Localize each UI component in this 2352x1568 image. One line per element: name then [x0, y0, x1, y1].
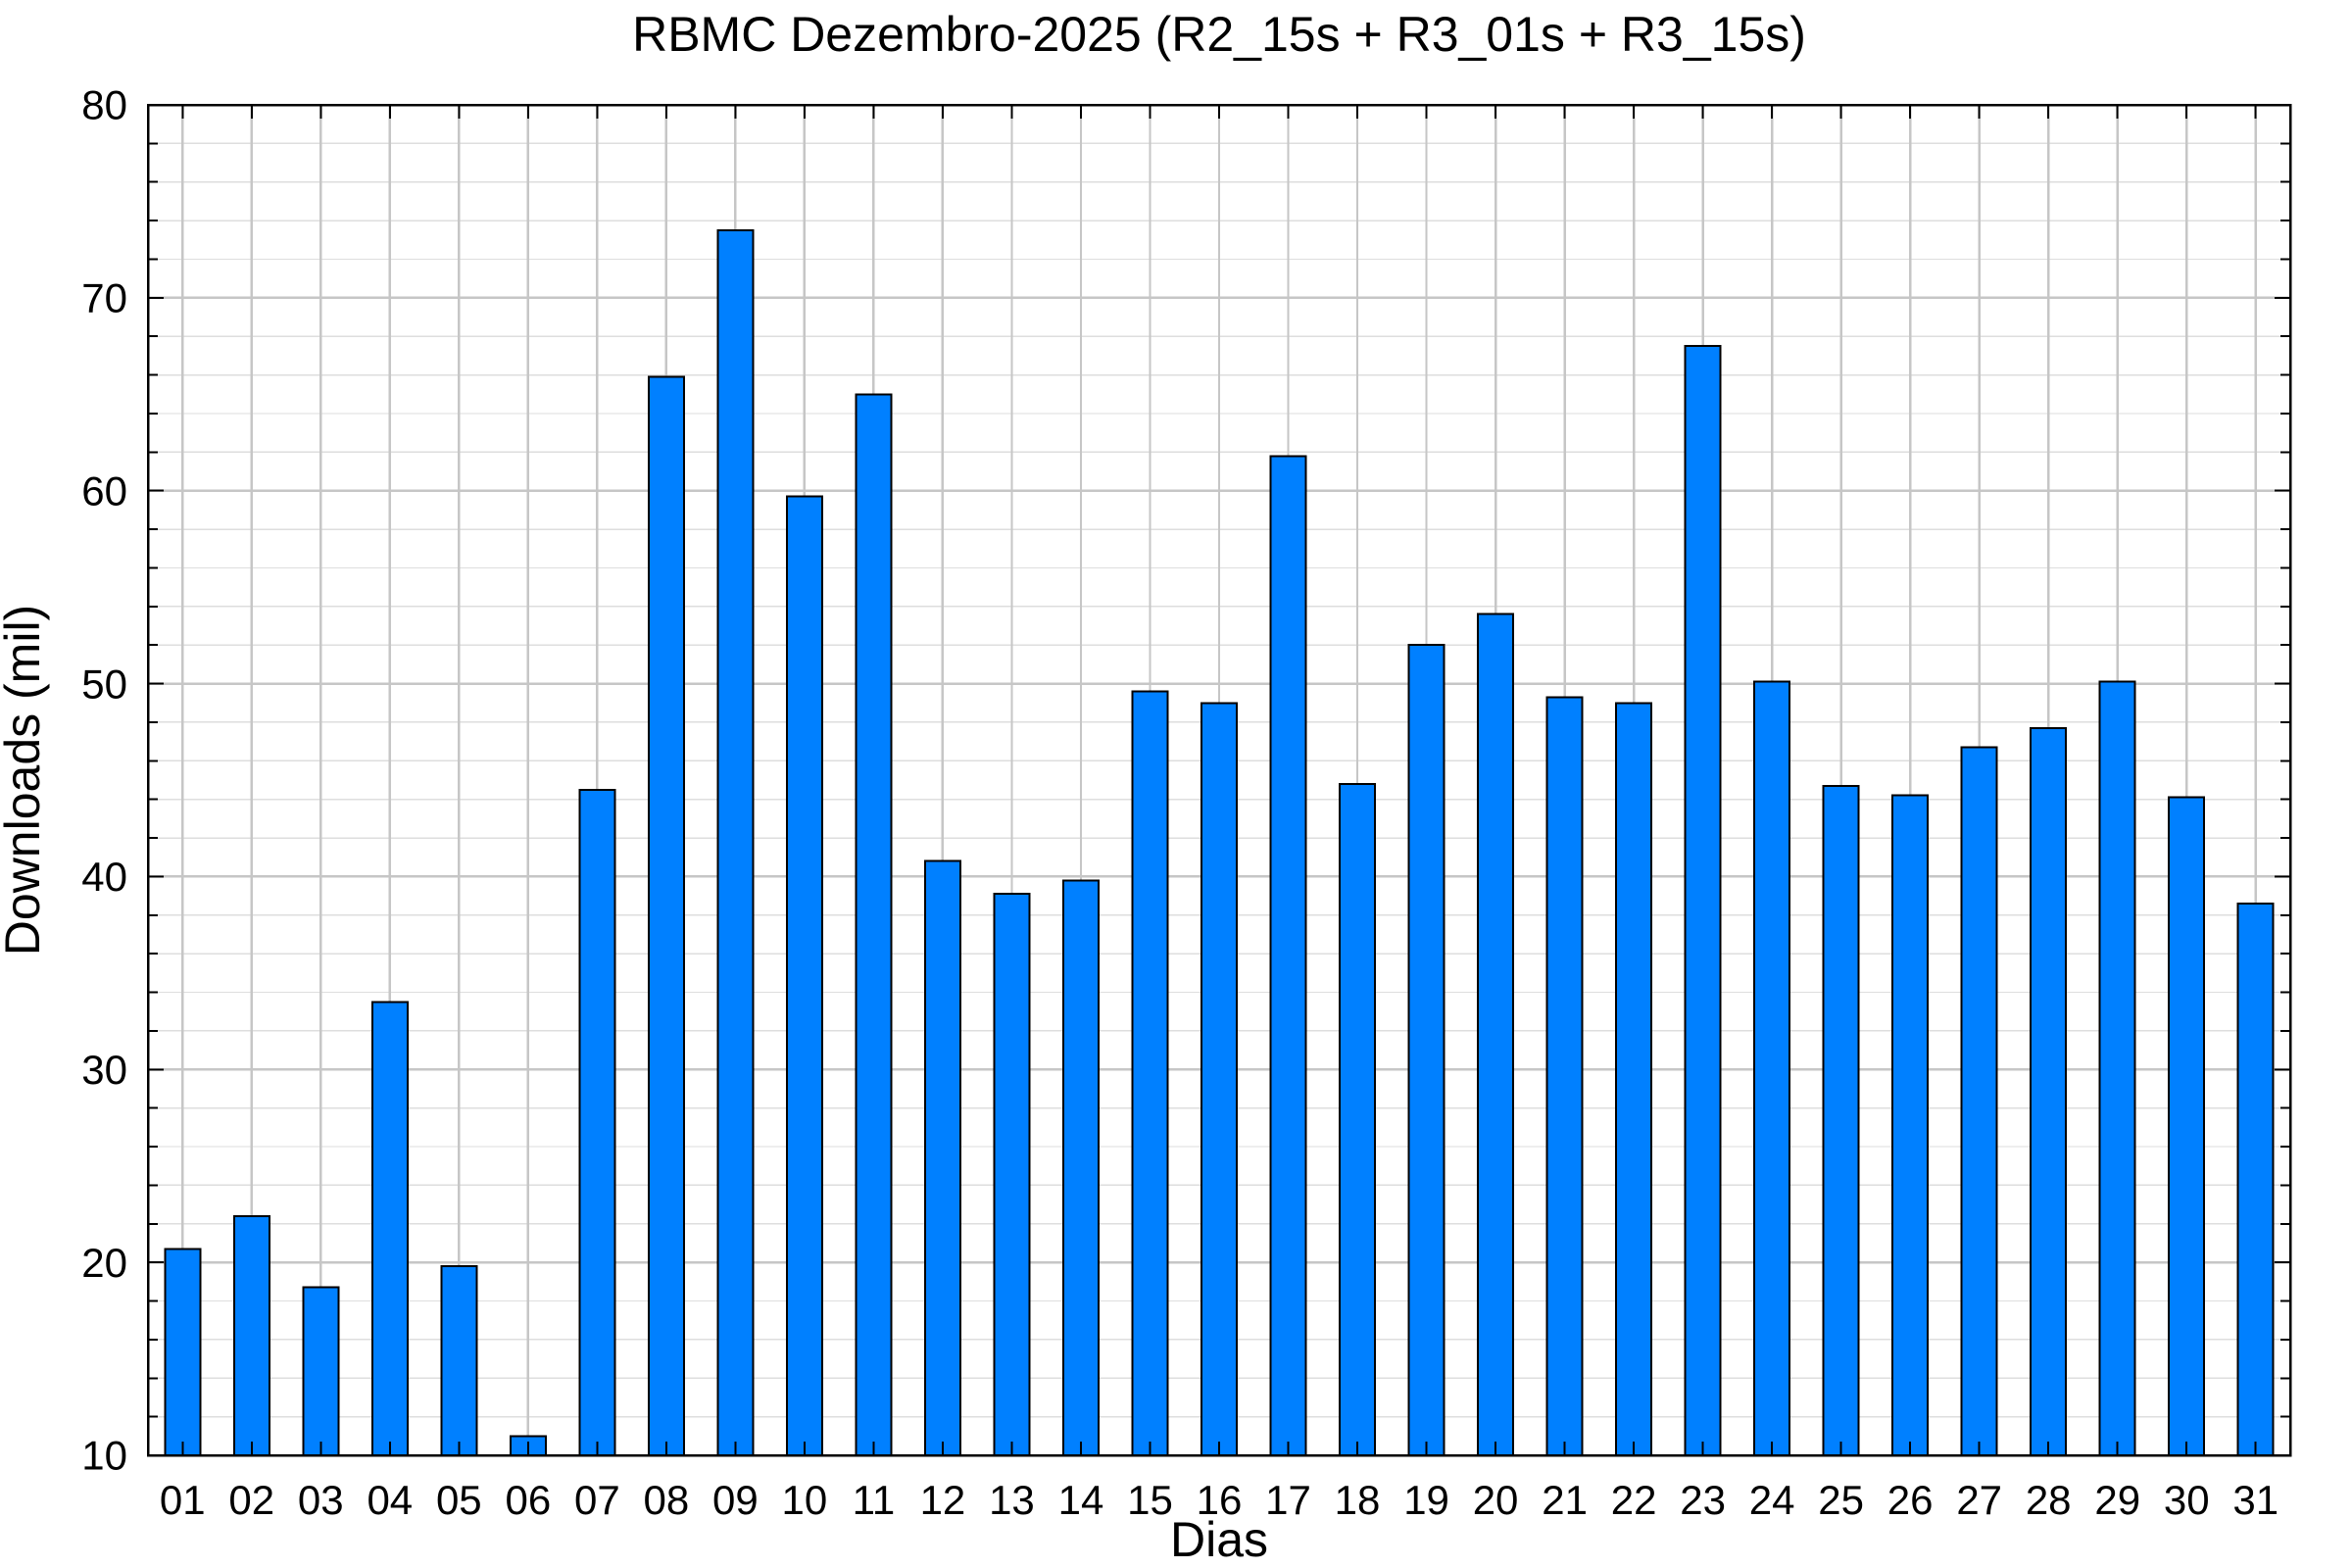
- bar-day-23: [1684, 345, 1722, 1457]
- x-tick-label-09: 09: [712, 1477, 759, 1523]
- x-tick-label-14: 14: [1058, 1477, 1104, 1523]
- bars-group: [164, 228, 2275, 1457]
- x-tick-label-26: 26: [1887, 1477, 1934, 1523]
- x-tick-label-01: 01: [160, 1477, 206, 1523]
- bar-day-18: [1339, 782, 1377, 1456]
- bar-day-15: [1131, 690, 1169, 1456]
- chart-render-root: 10 20 30 40 50 60 70 80 01 02 03 04 05 06 07 08 09 10 11 12…: [81, 82, 2292, 1523]
- x-tick-label-11: 11: [853, 1477, 896, 1523]
- x-tick-label-13: 13: [989, 1477, 1035, 1523]
- bar-day-12: [923, 859, 961, 1456]
- x-tick-label-21: 21: [1542, 1477, 1588, 1523]
- bar-day-11: [855, 393, 893, 1456]
- x-tick-label-22: 22: [1611, 1477, 1657, 1523]
- bar-day-17: [1269, 455, 1307, 1456]
- x-tick-label-06: 06: [505, 1477, 551, 1523]
- y-tick-label-30: 30: [81, 1047, 127, 1093]
- x-tick-label-24: 24: [1749, 1477, 1795, 1523]
- x-tick-label-03: 03: [298, 1477, 344, 1523]
- x-tick-label-16: 16: [1197, 1477, 1243, 1523]
- bar-day-13: [993, 893, 1031, 1456]
- x-tick-label-12: 12: [920, 1477, 966, 1523]
- x-tick-label-23: 23: [1680, 1477, 1726, 1523]
- bar-day-14: [1061, 879, 1100, 1456]
- x-tick-label-17: 17: [1265, 1477, 1311, 1523]
- x-tick-label-05: 05: [436, 1477, 482, 1523]
- y-tick-label-20: 20: [81, 1240, 127, 1286]
- bar-day-21: [1545, 696, 1584, 1456]
- x-tick-label-18: 18: [1335, 1477, 1381, 1523]
- x-tick-label-08: 08: [644, 1477, 690, 1523]
- x-tick-label-04: 04: [367, 1477, 413, 1523]
- bar-day-08: [647, 375, 685, 1456]
- bar-day-20: [1477, 612, 1515, 1456]
- x-axis-title: Dias: [1170, 1512, 1268, 1567]
- x-tick-label-25: 25: [1818, 1477, 1864, 1523]
- x-tick-label-07: 07: [574, 1477, 620, 1523]
- x-tick-label-27: 27: [1956, 1477, 2002, 1523]
- bar-day-29: [2098, 680, 2136, 1456]
- bar-day-09: [716, 228, 755, 1456]
- bar-day-03: [302, 1286, 340, 1456]
- x-tick-label-30: 30: [2164, 1477, 2210, 1523]
- x-tick-label-19: 19: [1403, 1477, 1449, 1523]
- bar-day-01: [164, 1248, 202, 1457]
- bar-day-30: [2168, 796, 2206, 1456]
- x-tick-label-29: 29: [2094, 1477, 2140, 1523]
- x-tick-label-15: 15: [1127, 1477, 1173, 1523]
- bar-day-25: [1822, 784, 1860, 1456]
- bar-day-07: [578, 788, 616, 1456]
- y-tick-label-70: 70: [81, 275, 127, 321]
- y-axis-title: Downloads (mil): [0, 605, 50, 956]
- bar-day-19: [1407, 644, 1446, 1456]
- bar-day-05: [440, 1265, 478, 1456]
- y-tick-label-60: 60: [81, 467, 127, 514]
- bar-day-31: [2236, 902, 2275, 1456]
- y-tick-label-10: 10: [81, 1433, 127, 1479]
- y-tick-label-80: 80: [81, 82, 127, 128]
- bar-day-04: [370, 1001, 409, 1457]
- bar-day-26: [1891, 794, 1930, 1456]
- tick-labels: 10 20 30 40 50 60 70 80 01 02 03 04 05 06 07 08 09 10 11 12…: [81, 82, 2278, 1523]
- x-tick-label-31: 31: [2232, 1477, 2278, 1523]
- bar-day-16: [1200, 702, 1238, 1456]
- x-tick-label-28: 28: [2026, 1477, 2072, 1523]
- x-tick-label-10: 10: [782, 1477, 828, 1523]
- y-tick-label-50: 50: [81, 661, 127, 707]
- bar-day-24: [1753, 680, 1791, 1456]
- chart-title: RBMC Dezembro-2025 (R2_15s + R3_01s + R3…: [632, 7, 1806, 62]
- bar-day-02: [232, 1214, 270, 1456]
- y-tick-label-40: 40: [81, 854, 127, 900]
- bar-day-10: [785, 495, 823, 1456]
- bar-day-27: [1960, 746, 1998, 1456]
- x-tick-label-20: 20: [1473, 1477, 1519, 1523]
- bar-day-22: [1615, 702, 1653, 1456]
- x-tick-label-02: 02: [228, 1477, 274, 1523]
- bar-day-28: [2030, 726, 2068, 1456]
- axes-frame: [146, 103, 2292, 1457]
